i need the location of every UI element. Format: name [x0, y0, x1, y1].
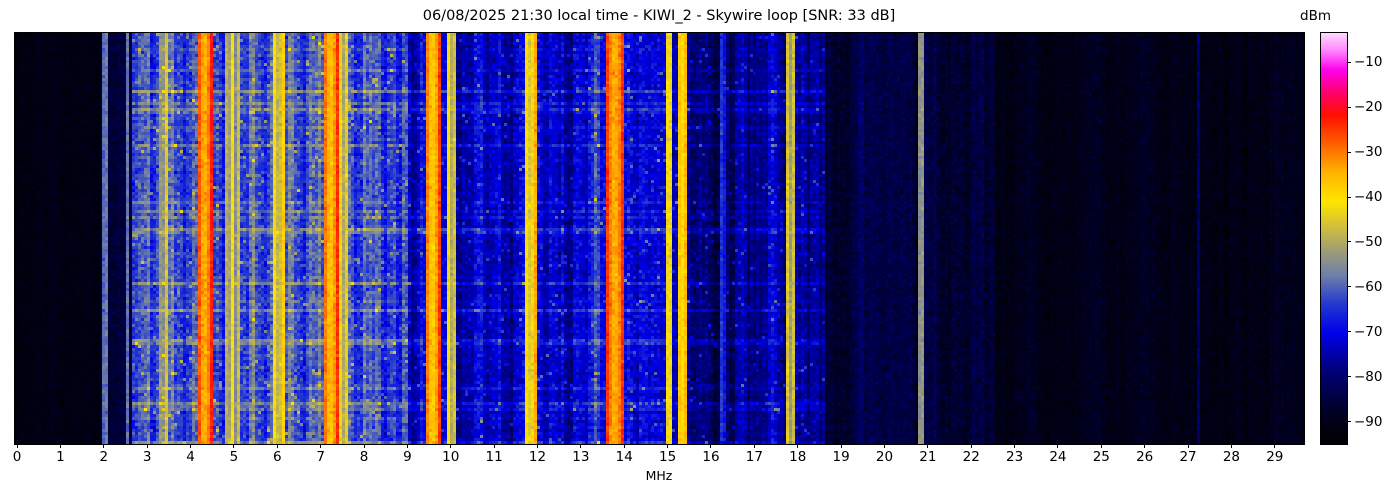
spectrogram-plot-area[interactable] — [14, 32, 1305, 445]
x-tick-label: 26 — [1136, 449, 1154, 465]
x-tick-mark — [1274, 444, 1276, 448]
x-tick-label: 28 — [1222, 449, 1241, 465]
x-tick-mark — [233, 444, 235, 448]
x-tick-mark — [1144, 444, 1146, 448]
colorbar-tick-mark — [1347, 196, 1351, 198]
x-tick-mark — [1187, 444, 1189, 448]
x-tick-label: 2 — [99, 449, 109, 465]
x-tick-label: 4 — [186, 449, 195, 465]
colorbar-tick-mark — [1347, 376, 1351, 378]
colorbar-tick-label: −80 — [1354, 368, 1383, 385]
colorbar-tick-label: −30 — [1354, 144, 1383, 161]
x-tick-mark — [320, 444, 322, 448]
x-tick-label: 27 — [1179, 449, 1197, 465]
x-tick-label: 5 — [229, 449, 239, 465]
x-tick-label: 14 — [615, 449, 633, 465]
colorbar-gradient — [1321, 33, 1347, 444]
x-tick-mark — [1014, 444, 1016, 448]
colorbar-tick-label: −10 — [1354, 54, 1383, 71]
x-tick-label: 29 — [1266, 449, 1284, 465]
colorbar — [1320, 32, 1348, 445]
x-tick-mark — [363, 444, 365, 448]
x-tick-mark — [276, 444, 278, 448]
x-tick-label: 16 — [702, 449, 720, 465]
x-tick-mark — [623, 444, 625, 448]
x-tick-mark — [580, 444, 582, 448]
x-tick-mark — [406, 444, 408, 448]
x-tick-label: 13 — [572, 449, 590, 465]
x-axis-label: MHz — [645, 468, 673, 483]
x-tick-mark — [1230, 444, 1232, 448]
x-tick-label: 18 — [789, 449, 807, 465]
x-tick-mark — [103, 444, 105, 448]
x-tick-label: 6 — [272, 449, 282, 465]
x-tick-label: 9 — [403, 449, 412, 465]
x-tick-mark — [146, 444, 148, 448]
x-tick-label: 20 — [875, 449, 894, 465]
x-tick-mark — [970, 444, 972, 448]
waterfall-heatmap[interactable] — [15, 33, 1304, 444]
x-tick-mark — [840, 444, 842, 448]
x-tick-mark — [710, 444, 712, 448]
colorbar-tick-label: −60 — [1354, 278, 1383, 295]
colorbar-tick-label: −20 — [1354, 99, 1383, 116]
colorbar-tick-label: −70 — [1354, 323, 1383, 340]
page-title: 06/08/2025 21:30 local time - KIWI_2 - S… — [422, 8, 896, 24]
x-tick-label: 0 — [12, 449, 22, 465]
x-tick-mark — [883, 444, 885, 448]
colorbar-tick-label: −50 — [1354, 233, 1383, 250]
x-tick-label: 12 — [528, 449, 547, 465]
x-tick-mark — [1100, 444, 1102, 448]
x-tick-mark — [16, 444, 18, 448]
colorbar-tick-mark — [1347, 286, 1351, 288]
colorbar-tick-mark — [1347, 421, 1351, 423]
x-tick-label: 15 — [659, 449, 677, 465]
x-tick-mark — [190, 444, 192, 448]
colorbar-axis: −10 −20 −30 −40 −50 −60 −70 −80 −90 — [1347, 32, 1399, 444]
colorbar-tick-label: −40 — [1354, 189, 1383, 206]
colorbar-tick-mark — [1347, 151, 1351, 153]
x-tick-mark — [667, 444, 669, 448]
x-tick-label: 21 — [919, 449, 937, 465]
x-tick-label: 19 — [832, 449, 850, 465]
colorbar-tick-mark — [1347, 106, 1351, 108]
x-tick-mark — [536, 444, 538, 448]
x-tick-label: 22 — [962, 449, 980, 465]
x-tick-mark — [753, 444, 755, 448]
colorbar-tick-label: −90 — [1354, 413, 1383, 430]
x-tick-label: 11 — [485, 449, 503, 465]
x-tick-mark — [59, 444, 61, 448]
x-tick-mark — [493, 444, 495, 448]
x-tick-mark — [927, 444, 929, 448]
x-tick-label: 17 — [745, 449, 763, 465]
x-tick-label: 8 — [359, 449, 369, 465]
x-tick-mark — [797, 444, 799, 448]
x-tick-label: 3 — [142, 449, 152, 465]
x-tick-label: 25 — [1092, 449, 1110, 465]
colorbar-tick-mark — [1347, 61, 1351, 63]
x-tick-mark — [450, 444, 452, 448]
x-tick-label: 7 — [316, 449, 325, 465]
colorbar-tick-mark — [1347, 241, 1351, 243]
x-tick-label: 23 — [1005, 449, 1024, 465]
colorbar-unit-label: dBm — [1300, 8, 1331, 24]
x-tick-label: 24 — [1049, 449, 1067, 465]
colorbar-tick-mark — [1347, 331, 1351, 333]
x-tick-mark — [1057, 444, 1059, 448]
x-tick-label: 1 — [56, 449, 65, 465]
x-tick-label: 10 — [442, 449, 460, 465]
x-axis: 0 1 2 3 4 5 6 7 8 9 10 11 12 13 14 15 16 17 18 19 20 21 22 23 24… — [13, 444, 1304, 474]
